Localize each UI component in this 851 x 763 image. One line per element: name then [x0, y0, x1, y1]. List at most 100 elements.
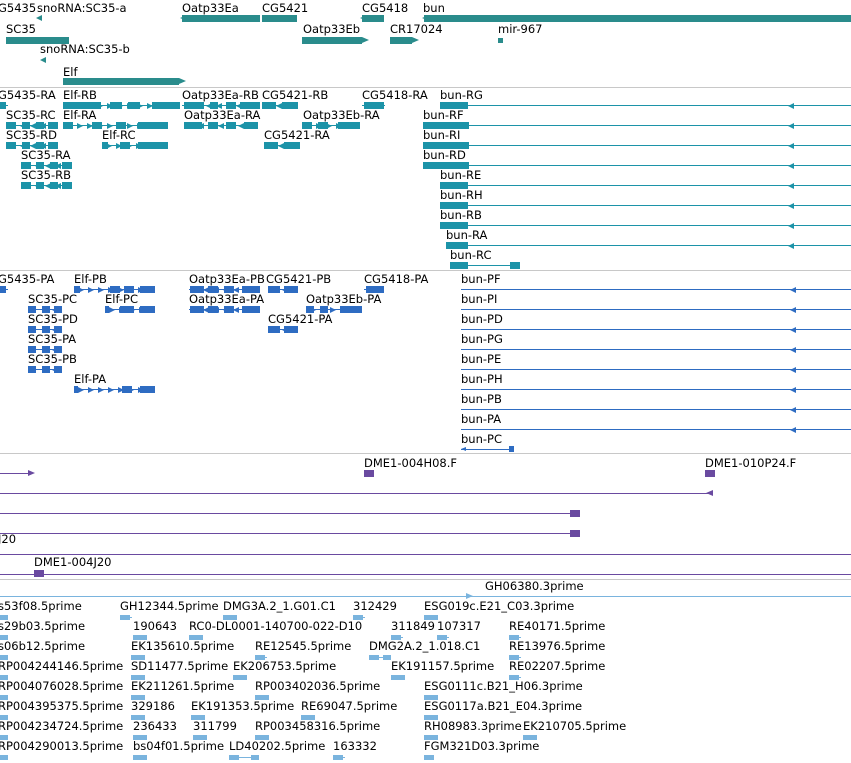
exon-block[interactable]: [120, 306, 134, 313]
est-block[interactable]: [239, 675, 247, 680]
est-block[interactable]: [133, 735, 143, 740]
exon-block[interactable]: [54, 366, 62, 373]
feature-label[interactable]: Oatp33Ea-RA: [184, 108, 261, 122]
feature-label[interactable]: SC35-PB: [28, 352, 77, 366]
exon-block[interactable]: [510, 262, 520, 269]
intron-line[interactable]: [63, 125, 168, 126]
exon-block[interactable]: [184, 102, 204, 109]
est-block[interactable]: [261, 695, 269, 700]
exon-block[interactable]: [54, 306, 62, 313]
clone-label[interactable]: DME1-004J20: [34, 555, 112, 569]
est-block[interactable]: [424, 735, 434, 740]
feature-label[interactable]: bun-RD: [423, 148, 466, 162]
feature-label[interactable]: CG5421-PA: [268, 312, 333, 326]
est-label[interactable]: s53f08.5prime: [0, 599, 82, 613]
est-block[interactable]: [131, 715, 141, 720]
est-block[interactable]: [301, 715, 311, 720]
feature-label[interactable]: Elf-RA: [63, 108, 97, 122]
exon-block[interactable]: [338, 122, 360, 129]
exon-block[interactable]: [105, 306, 109, 313]
exon-block[interactable]: [423, 122, 469, 129]
exon-block[interactable]: [28, 326, 36, 333]
exon-block[interactable]: [190, 306, 204, 313]
est-block[interactable]: [223, 615, 233, 620]
est-block[interactable]: [307, 715, 315, 720]
est-label[interactable]: RE02207.5prime: [509, 659, 606, 673]
est-label[interactable]: EK211261.5prime: [131, 679, 235, 693]
gene-label[interactable]: Elf: [63, 65, 78, 79]
exon-block[interactable]: [0, 286, 6, 293]
exon-block[interactable]: [450, 262, 468, 269]
est-block[interactable]: [0, 715, 8, 720]
est-label[interactable]: RP004076028.5prime: [0, 679, 124, 693]
exon-block[interactable]: [140, 286, 155, 293]
est-block[interactable]: [255, 735, 265, 740]
est-block[interactable]: [261, 735, 269, 740]
est-label[interactable]: 236433: [133, 719, 177, 733]
feature-label[interactable]: CG5418-PA: [364, 272, 429, 286]
exon-block[interactable]: [242, 286, 260, 293]
est-label[interactable]: RE12545.5prime: [255, 639, 352, 653]
intron-line[interactable]: [423, 145, 851, 146]
feature-label[interactable]: CG5421-RA: [264, 128, 330, 142]
clone-end[interactable]: [570, 510, 580, 517]
exon-block[interactable]: [190, 286, 204, 293]
est-block[interactable]: [523, 735, 533, 740]
intron-line[interactable]: [461, 409, 851, 410]
intron-line[interactable]: [0, 554, 851, 555]
est-label[interactable]: RP004395375.5prime: [0, 699, 124, 713]
intron-line[interactable]: [423, 125, 851, 126]
exon-block[interactable]: [268, 326, 280, 333]
feature-label[interactable]: Oatp33Ea-PA: [189, 292, 265, 306]
est-label[interactable]: RP003458316.5prime: [255, 719, 381, 733]
intron-line[interactable]: [74, 389, 155, 390]
est-label[interactable]: EK191157.5prime: [391, 659, 495, 673]
feature-label[interactable]: Elf-RC: [102, 128, 136, 142]
intron-line[interactable]: [0, 493, 710, 494]
gene-label[interactable]: bun: [423, 1, 445, 15]
feature-label[interactable]: bun-RB: [440, 208, 482, 222]
intron-line[interactable]: [440, 185, 851, 186]
est-label[interactable]: 190643: [133, 619, 177, 633]
intron-line[interactable]: [0, 596, 851, 597]
clone-label[interactable]: DME1-004H08.F: [364, 456, 458, 470]
est-label[interactable]: 311799: [193, 719, 237, 733]
gene-bar[interactable]: [182, 15, 260, 22]
feature-label[interactable]: Elf-PA: [74, 372, 107, 386]
exon-block[interactable]: [440, 182, 468, 189]
intron-line[interactable]: [0, 574, 851, 575]
gene-bar[interactable]: [424, 15, 851, 22]
exon-block[interactable]: [264, 142, 278, 149]
est-block[interactable]: [391, 635, 401, 640]
intron-line[interactable]: [461, 389, 851, 390]
est-label[interactable]: RP004234724.5prime: [0, 719, 124, 733]
est-block[interactable]: [353, 615, 363, 620]
exon-block[interactable]: [364, 102, 384, 109]
feature-label[interactable]: bun-PB: [461, 392, 502, 406]
clone-end[interactable]: [705, 470, 715, 477]
exon-block[interactable]: [102, 142, 108, 149]
exon-block[interactable]: [140, 386, 155, 393]
feature-label[interactable]: bun-PC: [461, 432, 502, 446]
gene-label[interactable]: Oatp33Eb: [303, 22, 361, 36]
clone-end[interactable]: [364, 470, 374, 477]
exon-block[interactable]: [284, 286, 298, 293]
est-block[interactable]: [197, 715, 205, 720]
est-label[interactable]: EK206753.5prime: [233, 659, 337, 673]
feature-label[interactable]: Elf-PC: [105, 292, 138, 306]
est-block[interactable]: [131, 675, 141, 680]
feature-label[interactable]: bun-RG: [440, 88, 483, 102]
est-block[interactable]: [0, 735, 8, 740]
feature-label[interactable]: Oatp33Ea-RB: [182, 88, 259, 102]
est-label[interactable]: 163332: [333, 739, 377, 753]
intron-line[interactable]: [0, 513, 572, 514]
gene-label[interactable]: SC35: [6, 22, 36, 36]
exon-block[interactable]: [210, 102, 218, 109]
est-label[interactable]: GH12344.5prime: [120, 599, 219, 613]
intron-line[interactable]: [461, 369, 851, 370]
clone-end[interactable]: [570, 530, 580, 537]
est-label[interactable]: FGM321D03.3prime: [424, 739, 540, 753]
est-block[interactable]: [0, 675, 8, 680]
gene-label[interactable]: G5435: [0, 1, 37, 15]
est-block[interactable]: [139, 735, 147, 740]
